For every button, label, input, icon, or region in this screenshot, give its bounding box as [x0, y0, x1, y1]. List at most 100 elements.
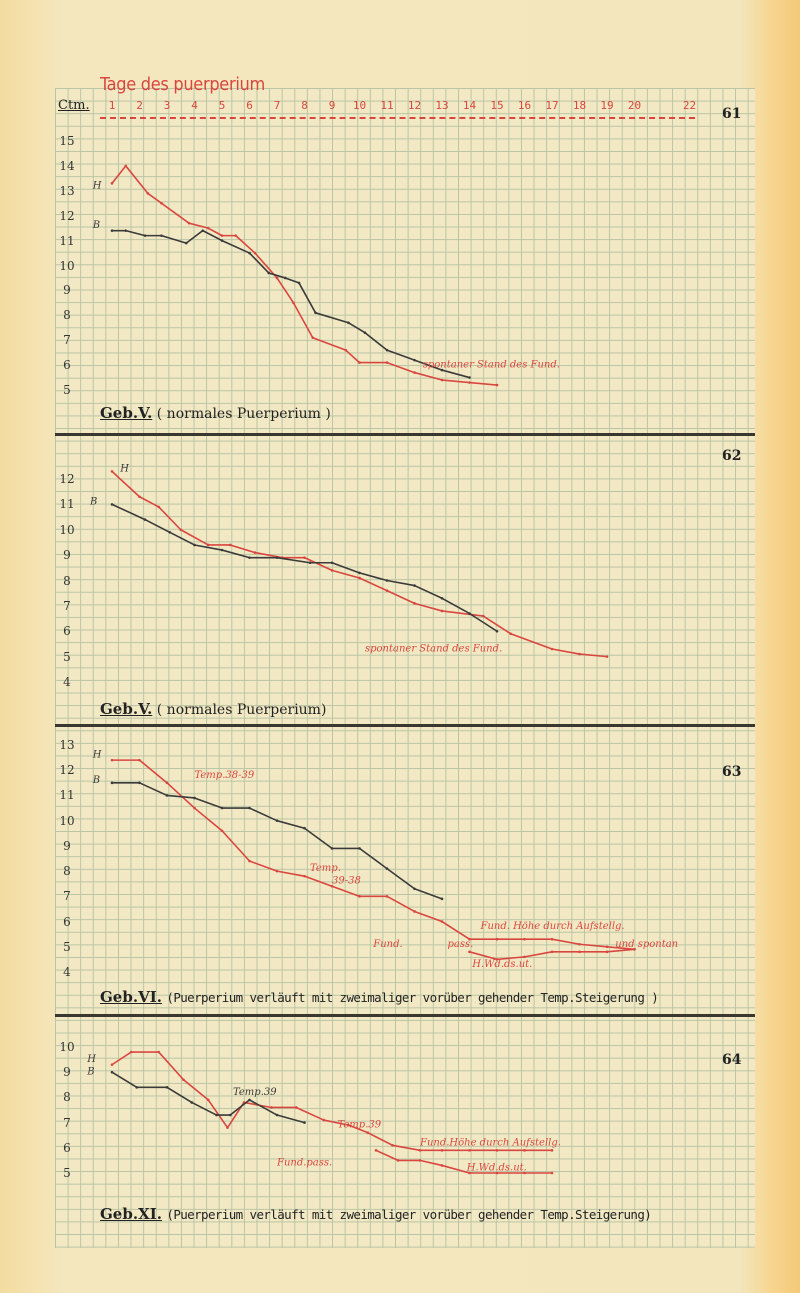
data-point: [550, 647, 554, 651]
data-point: [187, 221, 191, 225]
data-point: [347, 321, 350, 325]
y-tick-label: 7: [63, 598, 71, 613]
data-point: [413, 358, 416, 362]
data-point: [550, 1149, 554, 1152]
data-point: [193, 796, 196, 800]
chart-annotation: Temp.39: [233, 1087, 277, 1098]
y-tick-label: 4: [63, 965, 71, 979]
data-point: [124, 229, 128, 232]
day-tick: 8: [301, 99, 308, 112]
data-point: [509, 632, 513, 636]
y-tick-label: 9: [63, 838, 71, 853]
data-point: [124, 164, 128, 168]
data-point: [358, 571, 361, 575]
y-tick-label: 10: [59, 813, 75, 828]
data-point: [495, 1149, 499, 1152]
data-point: [391, 1143, 394, 1147]
graph-paper-grid: [55, 88, 755, 1248]
data-point: [157, 505, 161, 509]
data-point: [550, 1171, 554, 1175]
chart-annotation: H: [92, 750, 102, 761]
data-point: [330, 561, 334, 565]
data-point: [267, 271, 271, 275]
data-point: [138, 758, 141, 762]
day-tick: 7: [273, 99, 281, 112]
chart-annotation: B: [89, 496, 97, 507]
caption-desc: (Puerperium verläuft mit zweimaliger vor…: [166, 1207, 652, 1222]
y-tick-label: 8: [63, 308, 71, 323]
data-point: [440, 1149, 444, 1152]
data-point: [418, 1159, 422, 1162]
data-point: [468, 937, 471, 941]
day-tick: 15: [490, 99, 504, 112]
data-point: [440, 897, 444, 901]
chart-annotation: H.Wd.ds.ut.: [466, 1162, 527, 1173]
y-tick-label: 10: [59, 258, 75, 273]
y-tick-label: 13: [59, 738, 75, 752]
data-point: [270, 1106, 273, 1109]
data-point: [275, 556, 279, 559]
data-point: [468, 381, 471, 384]
data-point: [523, 955, 526, 959]
x-axis-title: Tage des puerperium: [100, 74, 265, 95]
day-tick: 20: [627, 99, 642, 112]
data-point: [220, 239, 224, 242]
series-line-h: [111, 1051, 552, 1152]
series-line-h: [111, 470, 608, 658]
y-tick-label: 5: [63, 383, 71, 397]
day-tick: 6: [246, 99, 253, 112]
series-line-hfundpass: [375, 1149, 552, 1174]
data-point: [358, 576, 361, 580]
data-point: [495, 629, 499, 633]
data-point: [468, 1171, 471, 1175]
chart-annotation: B: [92, 220, 100, 231]
data-point: [138, 781, 141, 785]
y-tick-label: 12: [59, 208, 75, 223]
data-point: [311, 336, 315, 340]
data-point: [358, 847, 361, 850]
y-tick-label: 10: [59, 1040, 75, 1054]
chart-annotation: B: [86, 1067, 94, 1078]
data-point: [135, 1086, 139, 1089]
data-point: [193, 806, 196, 810]
data-point: [110, 503, 114, 506]
data-point: [578, 942, 581, 946]
data-point: [468, 1149, 471, 1152]
chart-annotation: und spontan: [615, 939, 678, 950]
panel-caption-62: Geb.V. ( normales Puerperium): [100, 700, 326, 718]
panel-divider: [55, 724, 755, 727]
data-point: [495, 1171, 499, 1175]
y-tick-label: 11: [59, 233, 75, 248]
data-point: [523, 937, 526, 941]
y-tick-label: 6: [63, 1140, 71, 1155]
day-tick: 17: [545, 99, 559, 112]
data-point: [248, 1098, 251, 1102]
data-point: [523, 1171, 526, 1175]
caption-geb: Geb.V.: [100, 404, 153, 422]
data-point: [330, 569, 334, 572]
data-point: [385, 867, 389, 870]
day-tick: 13: [435, 99, 449, 112]
y-tick-label: 6: [63, 914, 71, 929]
panel-divider: [55, 433, 755, 436]
series-line-h: [111, 165, 498, 386]
day-tick: 4: [191, 99, 198, 112]
data-point: [220, 234, 224, 237]
data-point: [605, 655, 609, 658]
chart-annotation: Fund.: [372, 939, 402, 950]
data-point: [138, 495, 141, 499]
data-point: [297, 281, 301, 285]
data-point: [110, 758, 114, 762]
y-tick-label: 7: [63, 889, 71, 904]
data-point: [468, 376, 471, 379]
chart-annotation: Temp.38-39: [195, 770, 255, 781]
data-point: [182, 1078, 185, 1082]
data-point: [633, 948, 636, 951]
chart-annotation: 39-38: [332, 876, 361, 887]
data-point: [248, 556, 251, 559]
data-point: [495, 937, 499, 941]
data-point: [440, 920, 444, 923]
day-tick: 19: [600, 99, 614, 112]
data-point: [440, 609, 444, 613]
